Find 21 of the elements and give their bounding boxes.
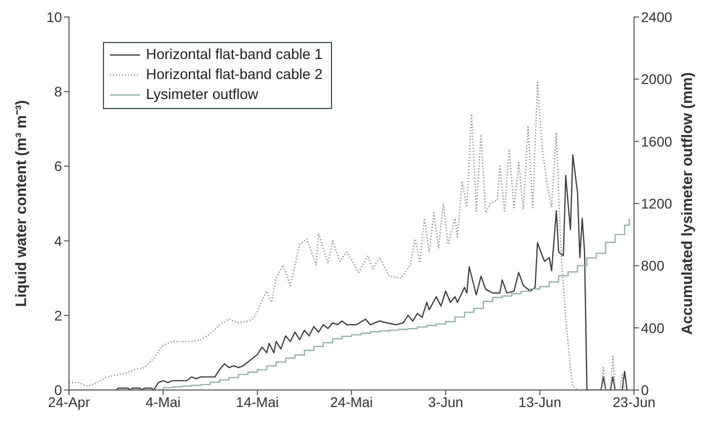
y-tick-label: 4 xyxy=(54,232,62,249)
y-tick-label: 10 xyxy=(46,8,62,25)
y-axis-title: Liquid water content (m³ m⁻³) xyxy=(12,100,30,307)
legend-label: Lysimeter outflow xyxy=(146,86,258,105)
legend-label: Horizontal flat-band cable 2 xyxy=(146,66,323,85)
y-tick-label: 2 xyxy=(54,307,62,324)
y2-tick-label: 400 xyxy=(641,320,665,336)
x-tick-label: 4-Mai xyxy=(146,394,181,410)
y2-tick-label: 2000 xyxy=(641,71,672,88)
x-tick-label: 14-Mai xyxy=(236,394,279,410)
x-tick-label: 24-Mai xyxy=(330,394,373,410)
y-tick-label: 6 xyxy=(54,158,62,174)
legend-label: Horizontal flat-band cable 1 xyxy=(146,46,323,65)
y2-axis-title: Accumulated lysimeter outflow (mm) xyxy=(678,72,696,335)
y2-tick-label: 1200 xyxy=(641,195,672,212)
y2-tick-label: 800 xyxy=(641,258,665,274)
x-tick-label: 3-Jun xyxy=(428,394,464,410)
y2-tick-label: 2400 xyxy=(641,8,672,25)
y2-tick-label: 1600 xyxy=(641,133,672,150)
y-tick-label: 8 xyxy=(54,84,62,100)
x-tick-label: 13-Jun xyxy=(518,394,562,410)
